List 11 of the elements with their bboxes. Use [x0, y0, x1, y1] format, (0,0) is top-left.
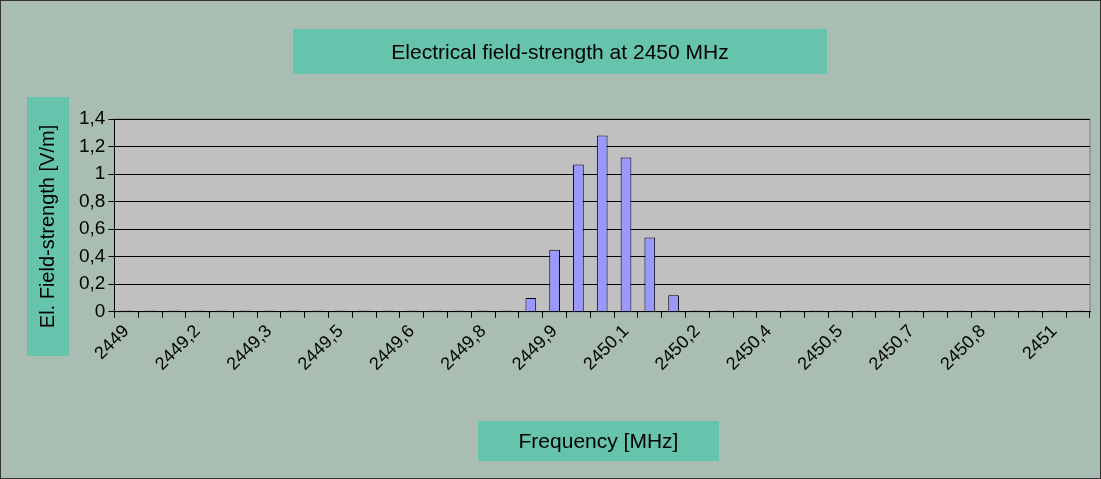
- y-tick-label: 1: [94, 162, 106, 184]
- y-tick-label: 0,8: [78, 189, 106, 211]
- y-tick-label: 0: [94, 300, 106, 322]
- y-tick-label: 0,4: [78, 244, 106, 266]
- y-tick-label: 1,4: [78, 107, 106, 129]
- x-axis-title: Frequency [MHz]: [478, 421, 719, 461]
- y-tick-label: 0,2: [78, 272, 106, 294]
- y-axis-title: El. Field-strength [V/m]: [36, 124, 60, 329]
- y-tick-label: 1,2: [78, 134, 106, 156]
- chart-title: Electrical field-strength at 2450 MHz: [293, 29, 827, 74]
- y-tick-label: 0,6: [78, 217, 106, 239]
